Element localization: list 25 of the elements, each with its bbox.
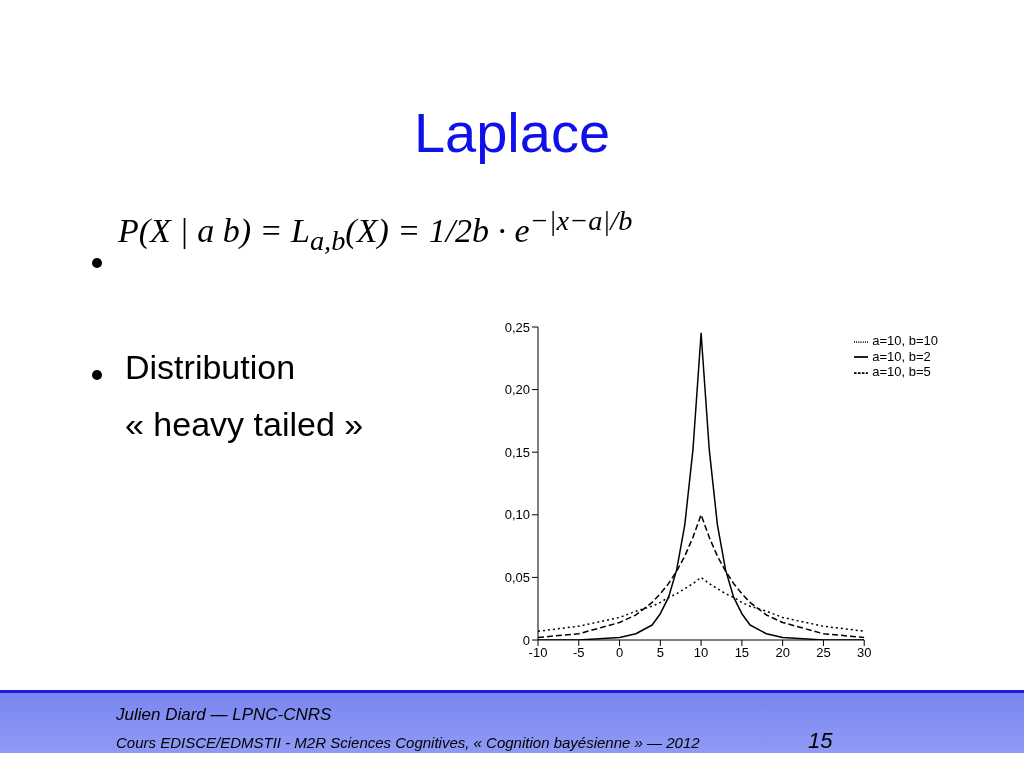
text: P(X | a b) = L$_{a,b}$(X) = 1/2b · e$^{−|x−a|/b}$ — [118, 205, 633, 258]
y-tick-label: 0,10 — [504, 507, 530, 523]
text: Distribution — [125, 348, 296, 387]
x-tick-label: 25 — [816, 645, 831, 661]
x-tick-label: 30 — [856, 645, 872, 661]
x-tick-label: -5 — [572, 645, 585, 661]
x-tick-label: 20 — [775, 645, 790, 661]
x-tick-label: 0 — [615, 645, 624, 661]
legend-label: a=10, b=10 — [872, 333, 938, 348]
y-tick-label: 0,05 — [504, 570, 530, 586]
text: 15 — [808, 728, 833, 754]
chart-title: Laplace — [412, 100, 612, 165]
y-tick-label: 0,15 — [504, 444, 530, 460]
x-tick-label: 10 — [693, 645, 709, 661]
text: Julien Diard — LPNC-CNRS — [116, 705, 332, 725]
x-tick-label: -10 — [528, 645, 548, 661]
y-tick-label: 0,25 — [504, 319, 530, 335]
text: « heavy tailed » — [125, 405, 364, 444]
y-tick-label: 0,20 — [504, 382, 530, 398]
text: Cours EDISCE/EDMSTII - M2R Sciences Cognitives, « Cognition bayésienne » — 2012 — [116, 734, 700, 751]
y-tick-label: 0 — [522, 632, 530, 648]
legend-label: a=10, b=5 — [872, 364, 931, 380]
legend-label: a=10, b=2 — [872, 348, 931, 364]
x-tick-label: 15 — [734, 645, 750, 661]
x-tick-label: 5 — [656, 645, 664, 661]
